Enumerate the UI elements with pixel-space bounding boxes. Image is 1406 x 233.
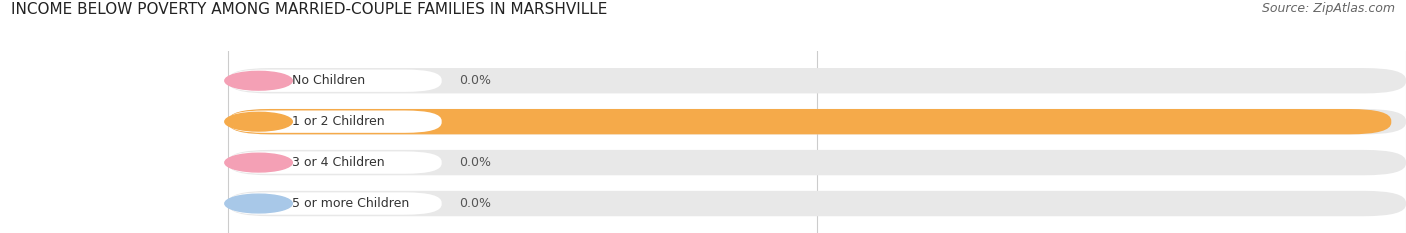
- FancyBboxPatch shape: [228, 110, 441, 133]
- Circle shape: [225, 71, 292, 90]
- Circle shape: [225, 112, 292, 131]
- Text: 1 or 2 Children: 1 or 2 Children: [292, 115, 385, 128]
- Text: 5 or more Children: 5 or more Children: [292, 197, 409, 210]
- FancyBboxPatch shape: [228, 109, 1392, 134]
- Text: 0.0%: 0.0%: [460, 74, 491, 87]
- Text: 0.0%: 0.0%: [460, 156, 491, 169]
- Text: No Children: No Children: [292, 74, 366, 87]
- FancyBboxPatch shape: [228, 150, 1406, 175]
- Circle shape: [225, 194, 292, 213]
- FancyBboxPatch shape: [228, 151, 441, 174]
- Circle shape: [225, 153, 292, 172]
- Text: 0.0%: 0.0%: [460, 197, 491, 210]
- FancyBboxPatch shape: [228, 191, 1406, 216]
- Text: 3 or 4 Children: 3 or 4 Children: [292, 156, 385, 169]
- FancyBboxPatch shape: [228, 68, 1406, 93]
- FancyBboxPatch shape: [228, 109, 1406, 134]
- FancyBboxPatch shape: [228, 70, 441, 92]
- FancyBboxPatch shape: [228, 192, 441, 215]
- Text: Source: ZipAtlas.com: Source: ZipAtlas.com: [1261, 2, 1395, 15]
- Text: INCOME BELOW POVERTY AMONG MARRIED-COUPLE FAMILIES IN MARSHVILLE: INCOME BELOW POVERTY AMONG MARRIED-COUPL…: [11, 2, 607, 17]
